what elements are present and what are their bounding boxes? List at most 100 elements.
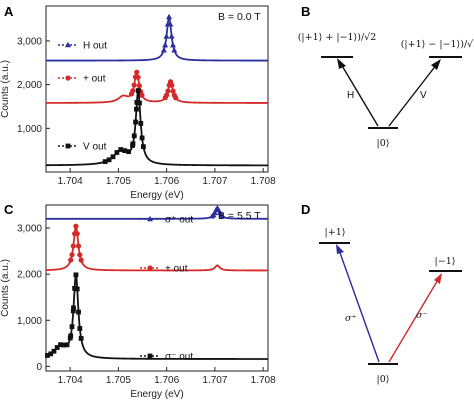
data-point [69, 324, 75, 330]
data-point [169, 82, 175, 88]
data-point [70, 308, 76, 314]
panel-b-ket-top-right: (|+1⟩ − |−1⟩)/√2 [401, 39, 474, 50]
data-point [61, 342, 67, 348]
data-point [131, 82, 137, 88]
panel-c-chart: 1.704 1.705 1.706 1.707 1.708 0 1,000 2,000 3,0… [0, 204, 276, 400]
data-point [74, 286, 80, 292]
data-point [77, 252, 83, 258]
data-point [74, 231, 80, 237]
legend-marker [65, 41, 71, 48]
data-point [68, 257, 74, 263]
data-point [134, 69, 140, 75]
data-point [70, 243, 76, 249]
panel-d-arrow-sigma-plus-label: σ⁺ [345, 313, 357, 324]
panel-c-x-axis-label: Energy (eV) [130, 389, 183, 400]
legend-marker [147, 353, 153, 359]
x-tick-label: 1.705 [106, 176, 131, 187]
data-point [164, 92, 170, 98]
data-point [78, 257, 84, 263]
data-point [162, 41, 169, 48]
panel-d-arrow-sigma-minus [388, 277, 440, 363]
legend-label: V out [83, 142, 107, 153]
data-point [64, 342, 70, 348]
data-point [136, 83, 142, 89]
series-line [45, 274, 268, 360]
data-point [169, 41, 176, 48]
legend-marker [147, 215, 153, 222]
data-point [166, 13, 173, 20]
series-line [46, 90, 268, 167]
data-point [102, 159, 108, 165]
data-point [130, 143, 135, 148]
data-point [134, 99, 140, 105]
legend-label: σ⁺ out [165, 215, 193, 226]
panel-a-x-axis-label: Energy (eV) [130, 190, 183, 201]
legend-label: H out [83, 41, 107, 52]
panel-c-y-axis-label: Counts (a.u.) [0, 259, 11, 317]
panel-c-letter: C [4, 202, 14, 217]
y-tick-label: 0 [36, 362, 42, 373]
panel-b-diagram: (|+1⟩ + |−1⟩)/√2 (|+1⟩ − |−1⟩)/√2 |0⟩ H … [298, 32, 474, 149]
data-point [69, 252, 75, 258]
data-point [211, 209, 218, 216]
data-point [73, 272, 79, 278]
panel-c-field-label: B = 5.5 T [218, 210, 261, 222]
legend-label: + out [165, 264, 188, 275]
x-tick-label: 1.704 [58, 375, 83, 386]
panel-a-field-label: B = 0.0 T [218, 11, 261, 23]
data-point [139, 92, 145, 98]
panel-a-legend: H out + out V out [58, 41, 107, 153]
data-point [167, 21, 174, 27]
data-point [139, 135, 145, 141]
data-point [126, 149, 132, 155]
data-point [72, 285, 78, 291]
data-point [131, 133, 137, 139]
data-point [135, 74, 141, 80]
panel-c-x-ticks: 1.704 1.705 1.706 1.707 1.708 [58, 367, 276, 386]
panel-b-ket-top-left: (|+1⟩ + |−1⟩)/√2 [298, 32, 377, 43]
data-point [130, 88, 136, 94]
panel-b-arrow-h-head [337, 58, 346, 69]
panel-a-y-axis-label: Counts (a.u.) [0, 60, 11, 118]
data-point [140, 144, 146, 150]
panel-a-x-ticks: 1.704 1.705 1.706 1.707 1.708 [58, 168, 276, 187]
data-point [138, 121, 144, 126]
data-point [165, 88, 171, 94]
panel-d-letter: D [301, 202, 310, 217]
data-point [73, 223, 79, 229]
y-tick-label: 1,000 [17, 316, 42, 327]
x-tick-label: 1.708 [251, 375, 276, 386]
data-point [118, 147, 124, 152]
x-tick-label: 1.704 [58, 176, 83, 187]
data-point [168, 33, 175, 39]
y-tick-label: 2,000 [17, 270, 42, 281]
y-tick-label: 3,000 [17, 36, 42, 47]
data-point [67, 335, 73, 341]
panel-b-arrow-h [340, 63, 379, 127]
data-point [133, 119, 138, 125]
data-point [45, 353, 50, 358]
legend-label: σ⁻ out [165, 352, 193, 363]
data-point [78, 335, 84, 341]
panel-d-diagram: |+1⟩ |−1⟩ |0⟩ σ⁺ σ⁻ [319, 227, 462, 385]
data-point [173, 95, 179, 101]
panel-b-arrow-v [388, 63, 438, 127]
panel-c-y-ticks: 0 1,000 2,000 3,000 [17, 224, 50, 373]
y-tick-label: 1,000 [17, 124, 42, 135]
data-point [54, 345, 60, 350]
panel-d-ket-right: |−1⟩ [435, 256, 456, 267]
data-point [75, 243, 82, 249]
x-tick-label: 1.707 [202, 375, 227, 386]
x-tick-label: 1.705 [106, 375, 131, 386]
panel-b-arrow-v-label: V [420, 90, 427, 101]
legend-marker [65, 75, 71, 81]
panel-a-frame [45, 5, 269, 173]
panel-d-arrow-sigma-minus-head [434, 273, 442, 284]
x-tick-label: 1.706 [154, 375, 179, 386]
data-point [160, 47, 167, 53]
data-point [219, 213, 226, 219]
data-point [110, 154, 116, 160]
legend-marker [147, 265, 153, 271]
series-line [46, 15, 268, 62]
